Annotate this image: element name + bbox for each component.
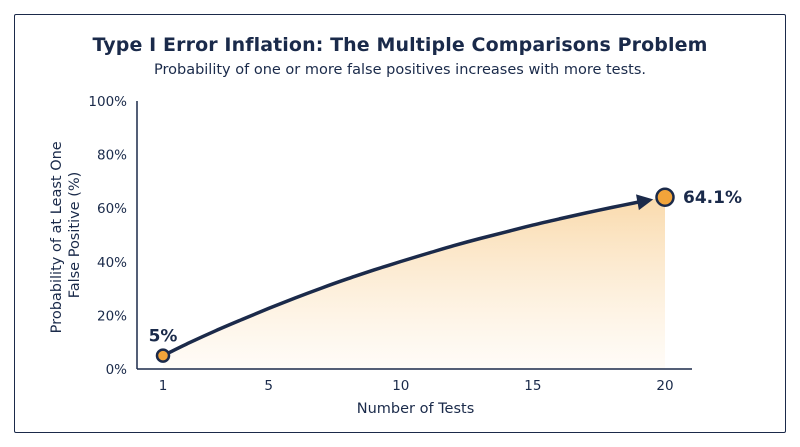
y-tick-label: 0%	[106, 362, 128, 378]
arrow-head	[636, 194, 654, 211]
y-axis-label: Probability of at Least One False Positi…	[49, 137, 83, 334]
series-line	[161, 199, 646, 358]
x-tick-label: 5	[264, 378, 273, 394]
chart-title: Type I Error Inflation: The Multiple Com…	[92, 34, 708, 56]
x-axis-label: Number of Tests	[357, 401, 475, 417]
data-label: 5%	[149, 327, 178, 347]
chart-subtitle: Probability of one or more false positiv…	[153, 62, 647, 78]
x-tick-label: 1	[159, 378, 168, 394]
x-tick-group: 1 5 10 15 20	[159, 378, 674, 394]
y-tick-label: 100%	[88, 94, 127, 110]
y-tick-label: 60%	[97, 201, 127, 217]
x-tick-label: 15	[524, 378, 541, 394]
highlighted-points: 5% 64.1%	[149, 187, 742, 363]
y-axis-label-line-2: False Positive (%)	[67, 172, 83, 299]
highlight-marker	[655, 187, 675, 207]
y-tick-label: 80%	[97, 148, 127, 164]
x-tick-label: 20	[656, 378, 673, 394]
y-axis-label-line-1: Probability of at Least One	[49, 141, 65, 333]
area-fill	[163, 197, 665, 369]
data-label: 64.1%	[683, 188, 742, 208]
x-tick-label: 10	[392, 378, 409, 394]
y-tick-label: 20%	[97, 308, 127, 324]
highlight-marker	[155, 348, 171, 363]
y-tick-group: 0% 20% 40% 60% 80% 100%	[88, 94, 127, 378]
y-tick-label: 40%	[97, 255, 127, 271]
